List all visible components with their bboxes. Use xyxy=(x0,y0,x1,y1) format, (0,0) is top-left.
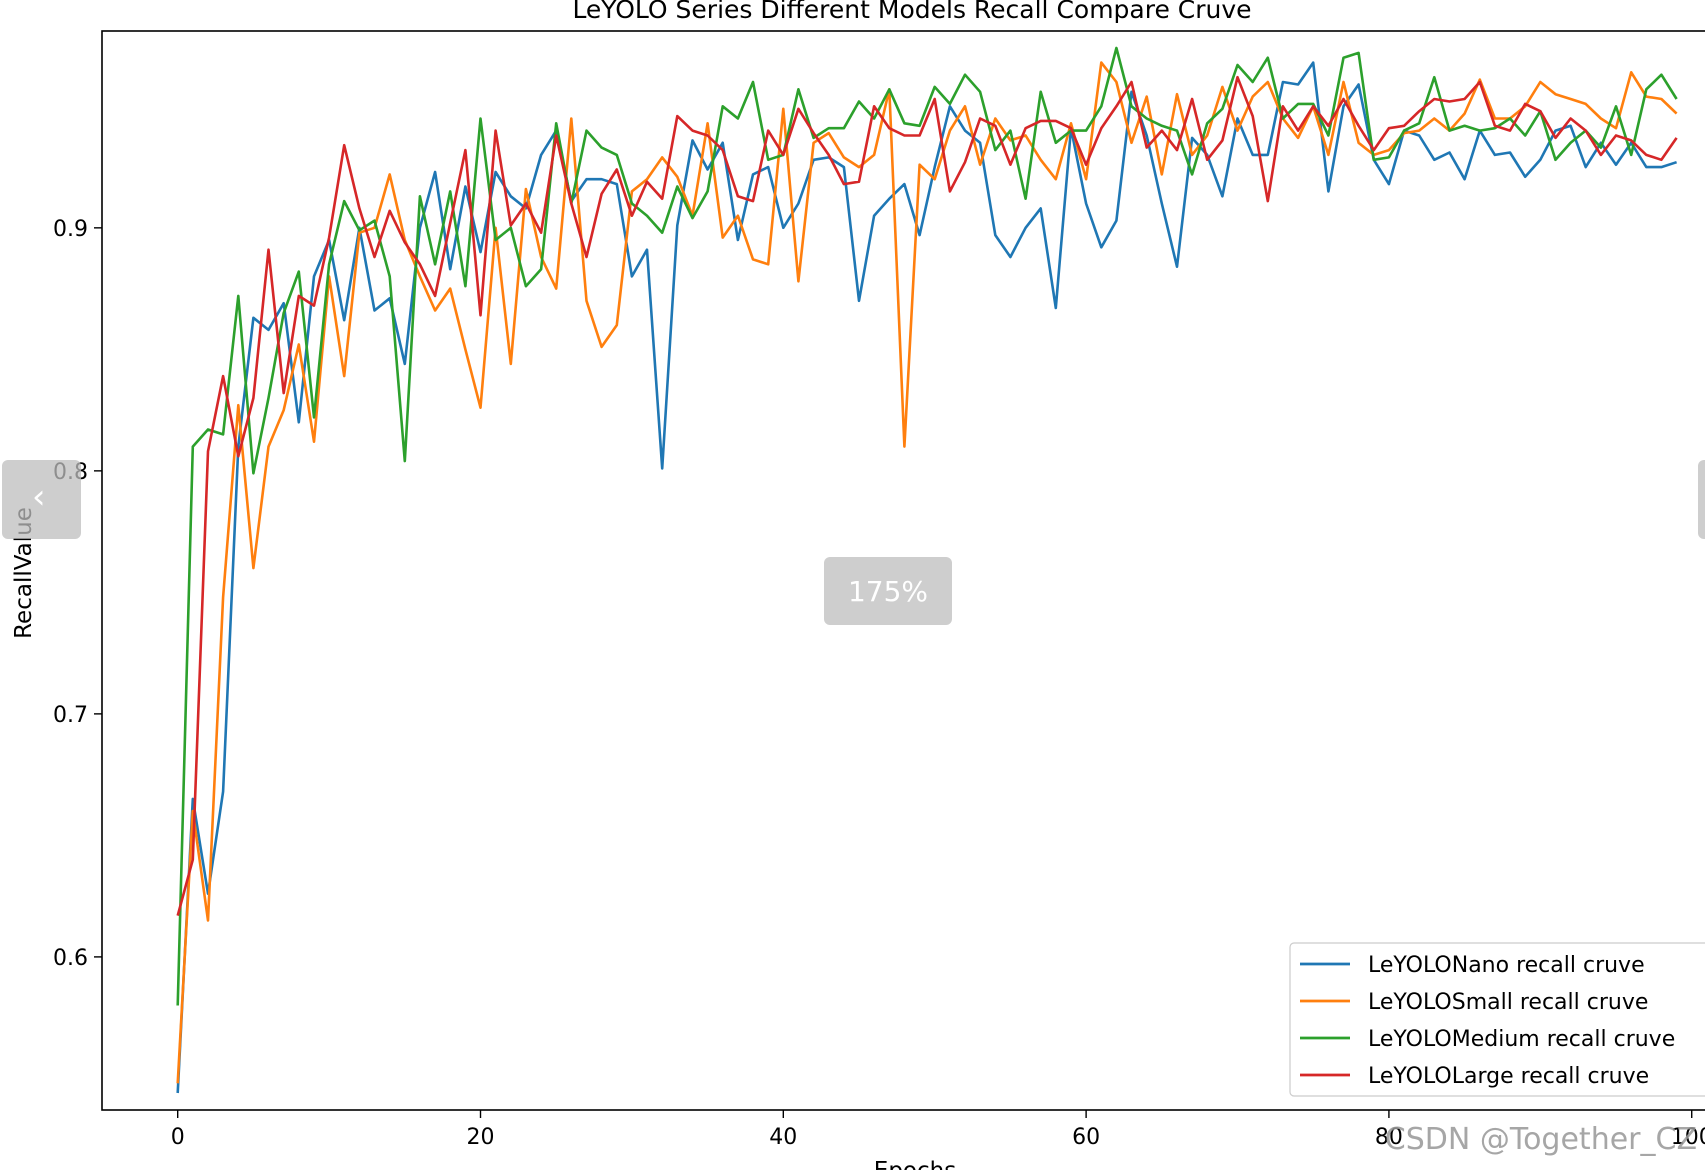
series-line-2 xyxy=(176,46,1678,1006)
y-axis-ticks: 0.60.70.80.9 xyxy=(53,217,102,971)
x-axis-ticks: 0 20 40 60 80 100 xyxy=(171,1110,1705,1150)
watermark: CSDN @Together_CZ xyxy=(1384,1122,1697,1157)
series-line-1 xyxy=(176,61,1678,1084)
x-tick-label-3: 60 xyxy=(1072,1125,1100,1150)
next-image-button[interactable] xyxy=(1698,460,1705,539)
legend-label-3: LeYOLOLarge recall cruve xyxy=(1368,1064,1649,1089)
axes-frame xyxy=(101,30,1705,1111)
x-tick-label-5: 100 xyxy=(1671,1125,1705,1150)
x-tick-label-0: 0 xyxy=(171,1125,185,1150)
chevron-left-icon: ‹ xyxy=(32,477,46,517)
legend-label-2: LeYOLOMedium recall cruve xyxy=(1368,1027,1675,1052)
y-tick-label-1: 0.7 xyxy=(53,703,88,728)
chart-title: LeYOLO Series Different Models Recall Co… xyxy=(572,0,1251,24)
y-tick-label-0: 0.6 xyxy=(53,946,88,971)
legend-label-0: LeYOLONano recall cruve xyxy=(1368,953,1645,978)
series-line-3 xyxy=(176,75,1678,916)
x-tick-label-4: 80 xyxy=(1375,1125,1403,1150)
legend-box xyxy=(1289,942,1705,1097)
y-tick-label-3: 0.9 xyxy=(53,217,88,242)
series-line-0 xyxy=(176,61,1677,1094)
x-axis-label: Epochs xyxy=(874,1158,956,1170)
legend-items: LeYOLONano recall cruve LeYOLOSmall recal… xyxy=(1300,953,1675,1089)
series-layer xyxy=(176,46,1678,1094)
chart-legend: LeYOLONano recall cruve LeYOLOSmall recal… xyxy=(1289,942,1705,1097)
previous-image-button[interactable]: ‹ xyxy=(2,460,81,539)
x-tick-label-2: 40 xyxy=(769,1125,797,1150)
x-tick-label-1: 20 xyxy=(467,1125,495,1150)
zoom-level-badge: 175% xyxy=(824,557,952,625)
legend-label-1: LeYOLOSmall recall cruve xyxy=(1368,990,1648,1015)
